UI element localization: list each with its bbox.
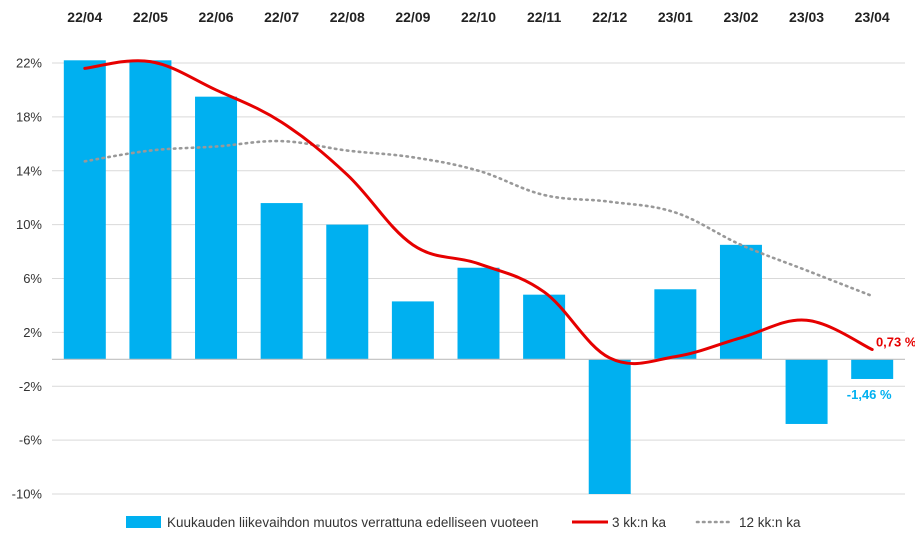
x-tick-label: 22/10 — [461, 9, 496, 25]
x-tick-label: 22/12 — [592, 9, 627, 25]
bar — [129, 60, 172, 360]
bar — [391, 301, 434, 360]
x-tick-label: 22/07 — [264, 9, 299, 25]
bar — [195, 96, 238, 360]
y-tick-label: 10% — [16, 217, 42, 232]
series-line-12kk — [83, 139, 874, 298]
series-line-3kk — [83, 59, 874, 366]
bar — [63, 60, 106, 360]
x-tick-label: 22/05 — [133, 9, 168, 25]
x-tick-label: 23/03 — [789, 9, 824, 25]
bar — [851, 359, 894, 379]
legend-swatch-bar — [126, 516, 161, 528]
legend-label: 12 kk:n ka — [739, 515, 801, 530]
bar-series — [63, 60, 894, 494]
y-tick-label: 14% — [16, 163, 42, 178]
x-tick-label: 23/01 — [658, 9, 693, 25]
y-tick-label: -10% — [12, 487, 43, 502]
x-tick-label: 23/04 — [855, 9, 890, 25]
bar — [457, 267, 500, 360]
y-tick-label: 22% — [16, 56, 42, 71]
x-tick-label: 22/06 — [199, 9, 234, 25]
x-tick-label: 22/11 — [527, 9, 561, 25]
bar — [654, 289, 697, 360]
y-tick-label: -2% — [19, 379, 43, 394]
x-tick-label: 22/09 — [395, 9, 430, 25]
y-tick-label: 2% — [23, 325, 42, 340]
data-labels: 0,73 % -1,46 % — [847, 334, 915, 401]
legend-label: Kuukauden liikevaihdon muutos verrattuna… — [167, 515, 539, 530]
x-tick-label: 23/02 — [723, 9, 758, 25]
x-tick-label: 22/08 — [330, 9, 365, 25]
bar — [588, 359, 631, 494]
legend-label: 3 kk:n ka — [612, 515, 667, 530]
x-tick-label: 22/04 — [67, 9, 102, 25]
bar — [719, 244, 762, 360]
data-label: -1,46 % — [847, 387, 892, 402]
legend: Kuukauden liikevaihdon muutos verrattuna… — [126, 515, 801, 530]
axis-labels: -10% -6% -2% 2% 6% 10% 14% 18% 22% 22/04 22/05 22/0… — [12, 9, 890, 502]
line-series — [83, 59, 874, 366]
y-tick-label: 6% — [23, 271, 42, 286]
bar — [260, 203, 303, 360]
y-tick-label: -6% — [19, 433, 43, 448]
y-tick-label: 18% — [16, 109, 42, 124]
bar — [326, 224, 369, 360]
bar — [785, 359, 828, 424]
data-label: 0,73 % — [876, 334, 915, 349]
